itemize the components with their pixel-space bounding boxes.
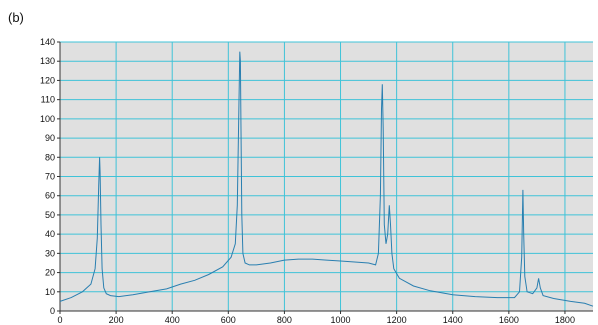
y-tick-label: 130	[40, 56, 55, 66]
y-tick-label: 70	[45, 172, 55, 182]
y-tick-label: 110	[41, 95, 55, 105]
x-tick-label: 200	[109, 315, 124, 325]
tick-labels: 0 200 400 600 800 1000 1200 1400 1600 1800 0 10 20 30…	[40, 37, 575, 325]
y-tick-label: 40	[45, 229, 55, 239]
y-tick-label: 60	[45, 191, 55, 201]
y-tick-label: 100	[40, 114, 55, 124]
x-tick-label: 400	[165, 315, 180, 325]
x-tick-label: 1400	[443, 315, 463, 325]
y-tick-label: 80	[45, 152, 55, 162]
x-tick-label: 0	[57, 315, 62, 325]
y-tick-label: 0	[50, 306, 55, 316]
panel-label: (b)	[8, 10, 24, 25]
y-tick-label: 20	[45, 268, 55, 278]
y-tick-label: 140	[40, 37, 55, 47]
y-tick-label: 50	[45, 210, 55, 220]
y-tick-label: 120	[40, 75, 55, 85]
x-tick-label: 1600	[499, 315, 519, 325]
series-line	[59, 51, 594, 307]
y-tick-label: 30	[45, 248, 55, 258]
y-tick-label: 10	[45, 287, 55, 297]
x-tick-label: 800	[277, 315, 292, 325]
x-tick-label: 1800	[555, 315, 575, 325]
x-tick-label: 1000	[331, 315, 351, 325]
x-tick-label: 1200	[387, 315, 407, 325]
x-tick-label: 600	[221, 315, 236, 325]
axes	[57, 41, 593, 314]
y-tick-label: 90	[45, 133, 55, 143]
